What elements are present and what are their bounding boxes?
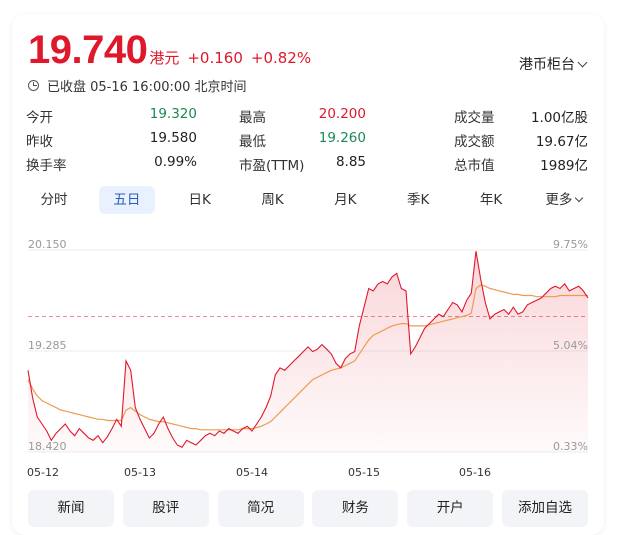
tab-label: 日K xyxy=(188,192,211,208)
stat-value: 19.67亿 xyxy=(535,134,588,150)
x-tick: 05-15 xyxy=(348,466,380,479)
stats-row: 昨收 19.580 最低 19.260 成交额 19.67亿 xyxy=(26,128,588,152)
stat-value: 1.00亿股 xyxy=(530,110,588,126)
tab-label: 月K xyxy=(334,192,357,208)
price-chart[interactable]: 20.150 19.285 18.420 9.75% 5.04% 0.33% 0… xyxy=(12,224,604,489)
y-tick-left-bottom: 18.420 xyxy=(28,440,67,453)
stat-turnover-rate: 换手率 0.99% xyxy=(26,154,239,174)
tab-label: 季K xyxy=(407,192,430,208)
tab-weekly-k[interactable]: 周K xyxy=(245,186,301,214)
stat-label: 成交额 xyxy=(454,134,495,150)
stats-grid: 今开 19.320 最高 20.200 成交量 1.00亿股 昨收 19.580 最低 1… xyxy=(26,104,588,176)
price-change-pct: +0.82% xyxy=(250,49,312,67)
tab-more[interactable]: 更多 xyxy=(536,186,592,214)
chevron-down-icon xyxy=(577,57,588,68)
y-tick-left-top: 20.150 xyxy=(28,238,67,251)
tab-label: 五日 xyxy=(113,192,141,208)
tab-label: 年K xyxy=(479,192,503,208)
stat-label: 成交量 xyxy=(454,110,495,126)
stat-low: 最低 19.260 xyxy=(239,130,454,150)
x-tick: 05-12 xyxy=(27,466,59,479)
x-tick: 05-14 xyxy=(236,466,268,479)
market-status: 已收盘 05-16 16:00:00 北京时间 xyxy=(28,76,247,95)
price-row: 19.740 港元 +0.160 +0.82% xyxy=(28,28,319,73)
stat-pe-ttm: 市盈(TTM) 8.85 xyxy=(239,154,454,174)
stat-volume: 成交量 1.00亿股 xyxy=(454,106,588,126)
stat-value: 19.580 xyxy=(149,130,197,146)
stat-value: 20.200 xyxy=(318,106,366,122)
stats-row: 今开 19.320 最高 20.200 成交量 1.00亿股 xyxy=(26,104,588,128)
stat-value: 0.99% xyxy=(154,154,197,170)
stock-comments-button[interactable]: 股评 xyxy=(122,490,209,527)
stat-label: 总市值 xyxy=(454,158,495,174)
open-account-button[interactable]: 开户 xyxy=(407,490,494,527)
tab-monthly-k[interactable]: 月K xyxy=(317,186,373,214)
market-status-text: 已收盘 05-16 16:00:00 北京时间 xyxy=(47,80,247,95)
exchange-selector[interactable]: 港币柜台 xyxy=(519,54,588,74)
stat-market-cap: 总市值 1989亿 xyxy=(454,154,588,174)
y-tick-right-mid: 5.04% xyxy=(553,339,588,352)
y-tick-right-top: 9.75% xyxy=(553,238,588,251)
tab-label: 更多 xyxy=(545,192,573,208)
stats-row: 换手率 0.99% 市盈(TTM) 8.85 总市值 1989亿 xyxy=(26,152,588,176)
last-price: 19.740 xyxy=(28,28,148,72)
profile-button[interactable]: 简况 xyxy=(217,490,304,527)
stat-open: 今开 19.320 xyxy=(26,106,239,126)
tab-label: 周K xyxy=(261,192,284,208)
stat-label: 最低 xyxy=(239,134,266,150)
stat-label: 最高 xyxy=(239,110,266,126)
price-change: +0.160 xyxy=(187,49,243,67)
clock-icon xyxy=(28,80,39,91)
chevron-down-icon xyxy=(575,193,584,203)
tab-five-day[interactable]: 五日 xyxy=(98,186,155,214)
period-tabs: 分时 五日 日K 周K 月K 季K 年K 更多 xyxy=(26,186,592,214)
stat-value: 19.320 xyxy=(149,106,197,122)
price-area xyxy=(28,251,588,452)
y-tick-right-bottom: 0.33% xyxy=(553,440,588,453)
stat-turnover-amount: 成交额 19.67亿 xyxy=(454,130,588,150)
stat-value: 8.85 xyxy=(335,154,366,170)
action-bar: 新闻 股评 简况 财务 开户 添加自选 xyxy=(28,490,588,527)
tab-yearly-k[interactable]: 年K xyxy=(463,186,519,214)
tab-intraday[interactable]: 分时 xyxy=(26,186,82,214)
currency-label: 港元 xyxy=(149,49,180,67)
stat-value: 1989亿 xyxy=(540,158,588,174)
price-change-group: 港元 +0.160 +0.82% xyxy=(149,47,319,68)
stat-value: 19.260 xyxy=(318,130,366,146)
stat-label: 市盈(TTM) xyxy=(239,158,305,174)
quote-card: 19.740 港元 +0.160 +0.82% 港币柜台 已收盘 05-16 16:… xyxy=(12,14,604,535)
tab-daily-k[interactable]: 日K xyxy=(172,186,228,214)
tab-quarterly-k[interactable]: 季K xyxy=(390,186,446,214)
stat-prev-close: 昨收 19.580 xyxy=(26,130,239,150)
exchange-selector-label: 港币柜台 xyxy=(519,57,575,73)
x-tick: 05-16 xyxy=(459,466,491,479)
tab-label: 分时 xyxy=(40,192,68,208)
stat-label: 昨收 xyxy=(26,134,53,150)
financials-button[interactable]: 财务 xyxy=(312,490,399,527)
news-button[interactable]: 新闻 xyxy=(28,490,114,527)
price-line xyxy=(27,251,589,449)
price-chart-svg xyxy=(27,249,589,453)
add-watchlist-button[interactable]: 添加自选 xyxy=(501,490,588,527)
x-tick: 05-13 xyxy=(124,466,156,479)
stat-high: 最高 20.200 xyxy=(239,106,454,126)
stat-label: 今开 xyxy=(26,110,53,126)
stat-label: 换手率 xyxy=(26,158,67,174)
y-tick-left-mid: 19.285 xyxy=(28,339,67,352)
